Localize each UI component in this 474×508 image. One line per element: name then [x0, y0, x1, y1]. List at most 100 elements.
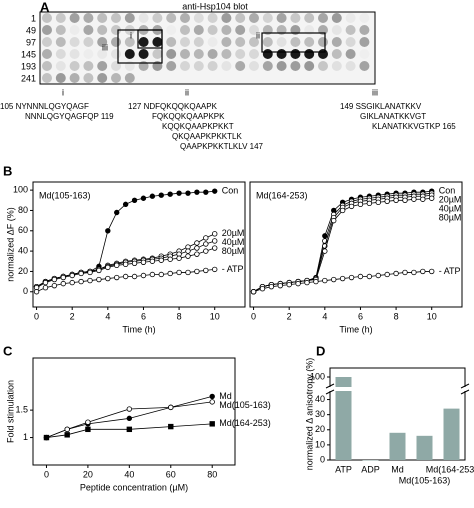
blot-spot: [138, 37, 149, 47]
y-tick-label: 1.5: [15, 405, 28, 415]
blot-spot: [304, 13, 315, 23]
blot-spot: [83, 13, 94, 23]
marker: [322, 248, 328, 254]
marker: [168, 423, 174, 430]
marker: [105, 275, 111, 282]
blot-spot: [359, 13, 370, 23]
marker: [348, 274, 355, 281]
y-tick-label: 100: [310, 371, 325, 381]
row-label: 97: [26, 37, 36, 47]
blot-spot: [69, 25, 80, 35]
marker: [212, 238, 218, 244]
x-axis-label: Peptide concentration (µM): [80, 482, 188, 492]
blot-spot: [249, 49, 259, 59]
series-label: 40µM: [439, 204, 462, 214]
blot-spot: [180, 13, 190, 23]
sequence: 105 NYNNNLQGYQAGF: [0, 102, 89, 111]
blot-spot: [69, 37, 80, 47]
bar: [443, 408, 460, 460]
blot-spot: [97, 49, 108, 59]
y-tick-label: 10: [315, 439, 325, 449]
marker: [167, 191, 173, 197]
marker: [176, 255, 182, 261]
marker: [78, 270, 84, 277]
blot-spot: [42, 25, 52, 35]
marker: [366, 273, 373, 280]
marker: [69, 279, 75, 286]
x-axis-label: Time (h): [122, 324, 155, 334]
marker: [212, 231, 218, 237]
marker: [158, 271, 164, 278]
marker: [331, 217, 337, 224]
marker: [375, 272, 381, 279]
blot-spot: [55, 25, 66, 35]
x-tick-label: 4: [322, 311, 327, 321]
blot-spot: [42, 49, 52, 59]
marker: [51, 282, 58, 289]
bar: [335, 377, 352, 460]
blot-spot: [207, 61, 218, 71]
sequence: 149 SSGIKLANATKKV: [340, 102, 422, 111]
marker: [167, 270, 173, 277]
series-label: 40µM: [222, 237, 245, 247]
x-tick-label: 8: [177, 311, 182, 321]
blot-spot: [83, 37, 94, 47]
sequence: KQQKQAAPKPKKT: [162, 122, 234, 131]
x-tick-label: 8: [394, 311, 399, 321]
blot-spot: [221, 49, 232, 59]
blot-spot: [221, 37, 232, 47]
marker: [149, 271, 156, 278]
x-tick-label: 0: [34, 311, 39, 321]
blot-spot: [359, 37, 370, 47]
y-tick-label: 20: [315, 424, 325, 434]
marker: [60, 280, 66, 287]
y-tick-label: 0: [320, 454, 325, 464]
blot-spot: [166, 13, 177, 23]
marker: [176, 190, 182, 196]
blot-spot: [83, 25, 94, 35]
marker: [78, 278, 84, 285]
blot-spot: [359, 25, 370, 35]
blot-spot: [345, 25, 356, 35]
marker: [126, 406, 133, 412]
marker: [194, 240, 200, 246]
marker: [250, 289, 257, 295]
blot-spot: [166, 49, 177, 59]
blot-spot: [235, 61, 246, 71]
sequence: KLANATKKVGTKP 165: [372, 122, 456, 131]
blot-spot: [42, 37, 52, 47]
blot-spot: [262, 37, 273, 47]
marker: [149, 193, 156, 199]
marker: [212, 266, 218, 273]
marker: [131, 197, 138, 203]
x-tick-label: ATP: [335, 464, 352, 474]
marker: [87, 277, 93, 284]
sequence: GIKLANATKKVGT: [360, 112, 426, 121]
x-tick-label: 6: [141, 311, 146, 321]
y-tick-label: 40: [315, 394, 325, 404]
marker: [105, 264, 111, 271]
blot-spot: [276, 49, 287, 59]
marker: [85, 419, 91, 425]
blot-spot: [331, 37, 342, 47]
sequence: FQKQQKQAAPKPK: [152, 112, 225, 121]
x-tick-label: 10: [427, 311, 437, 321]
marker: [42, 284, 49, 291]
blot-spot: [97, 13, 108, 23]
blot-spot: [152, 37, 163, 47]
blot-spot: [193, 61, 204, 71]
blot-spot: [55, 61, 66, 71]
y-tick-label: 30: [315, 409, 325, 419]
panel-label: B: [3, 163, 12, 178]
marker: [194, 245, 200, 251]
blot-spot: [97, 25, 108, 35]
break-mark: [460, 389, 470, 395]
marker: [339, 275, 346, 282]
marker: [51, 276, 58, 283]
row-label: 241: [21, 73, 36, 83]
x-tick-label: 0: [251, 311, 256, 321]
blot-spot: [55, 13, 66, 23]
series-label: 20µM: [439, 195, 462, 205]
y-tick-label: 1: [23, 432, 28, 442]
blot-spot: [249, 13, 259, 23]
